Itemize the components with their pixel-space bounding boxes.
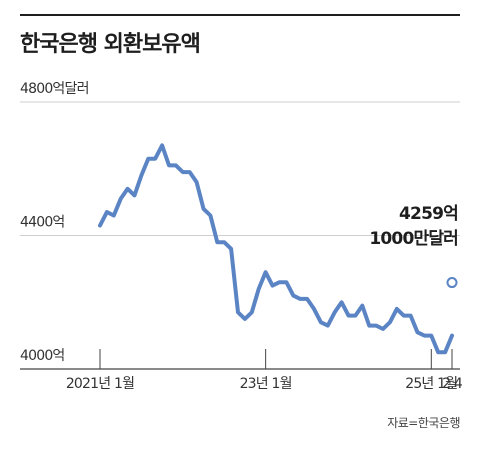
series-line xyxy=(98,143,454,355)
value-callout: 4259억 xyxy=(399,204,458,224)
x-tick-label: 23년 1월 xyxy=(240,376,292,392)
chart-title: 한국은행 외환보유액 xyxy=(20,32,201,57)
x-tick-label: 2.4 xyxy=(442,376,463,392)
y-tick-label: 4400억 xyxy=(20,215,65,231)
x-tick-label: 25년 1월 xyxy=(405,376,457,392)
y-tick-label: 4800억달러 xyxy=(20,81,89,97)
y-tick-label: 4000억 xyxy=(20,348,65,364)
x-tick-label: 2021년 1월 xyxy=(66,376,134,392)
top-rule xyxy=(20,14,460,16)
value-callout: 1000만달러 xyxy=(369,228,458,249)
last-point-marker xyxy=(446,277,458,289)
source-note: 자료=한국은행 xyxy=(387,416,460,430)
